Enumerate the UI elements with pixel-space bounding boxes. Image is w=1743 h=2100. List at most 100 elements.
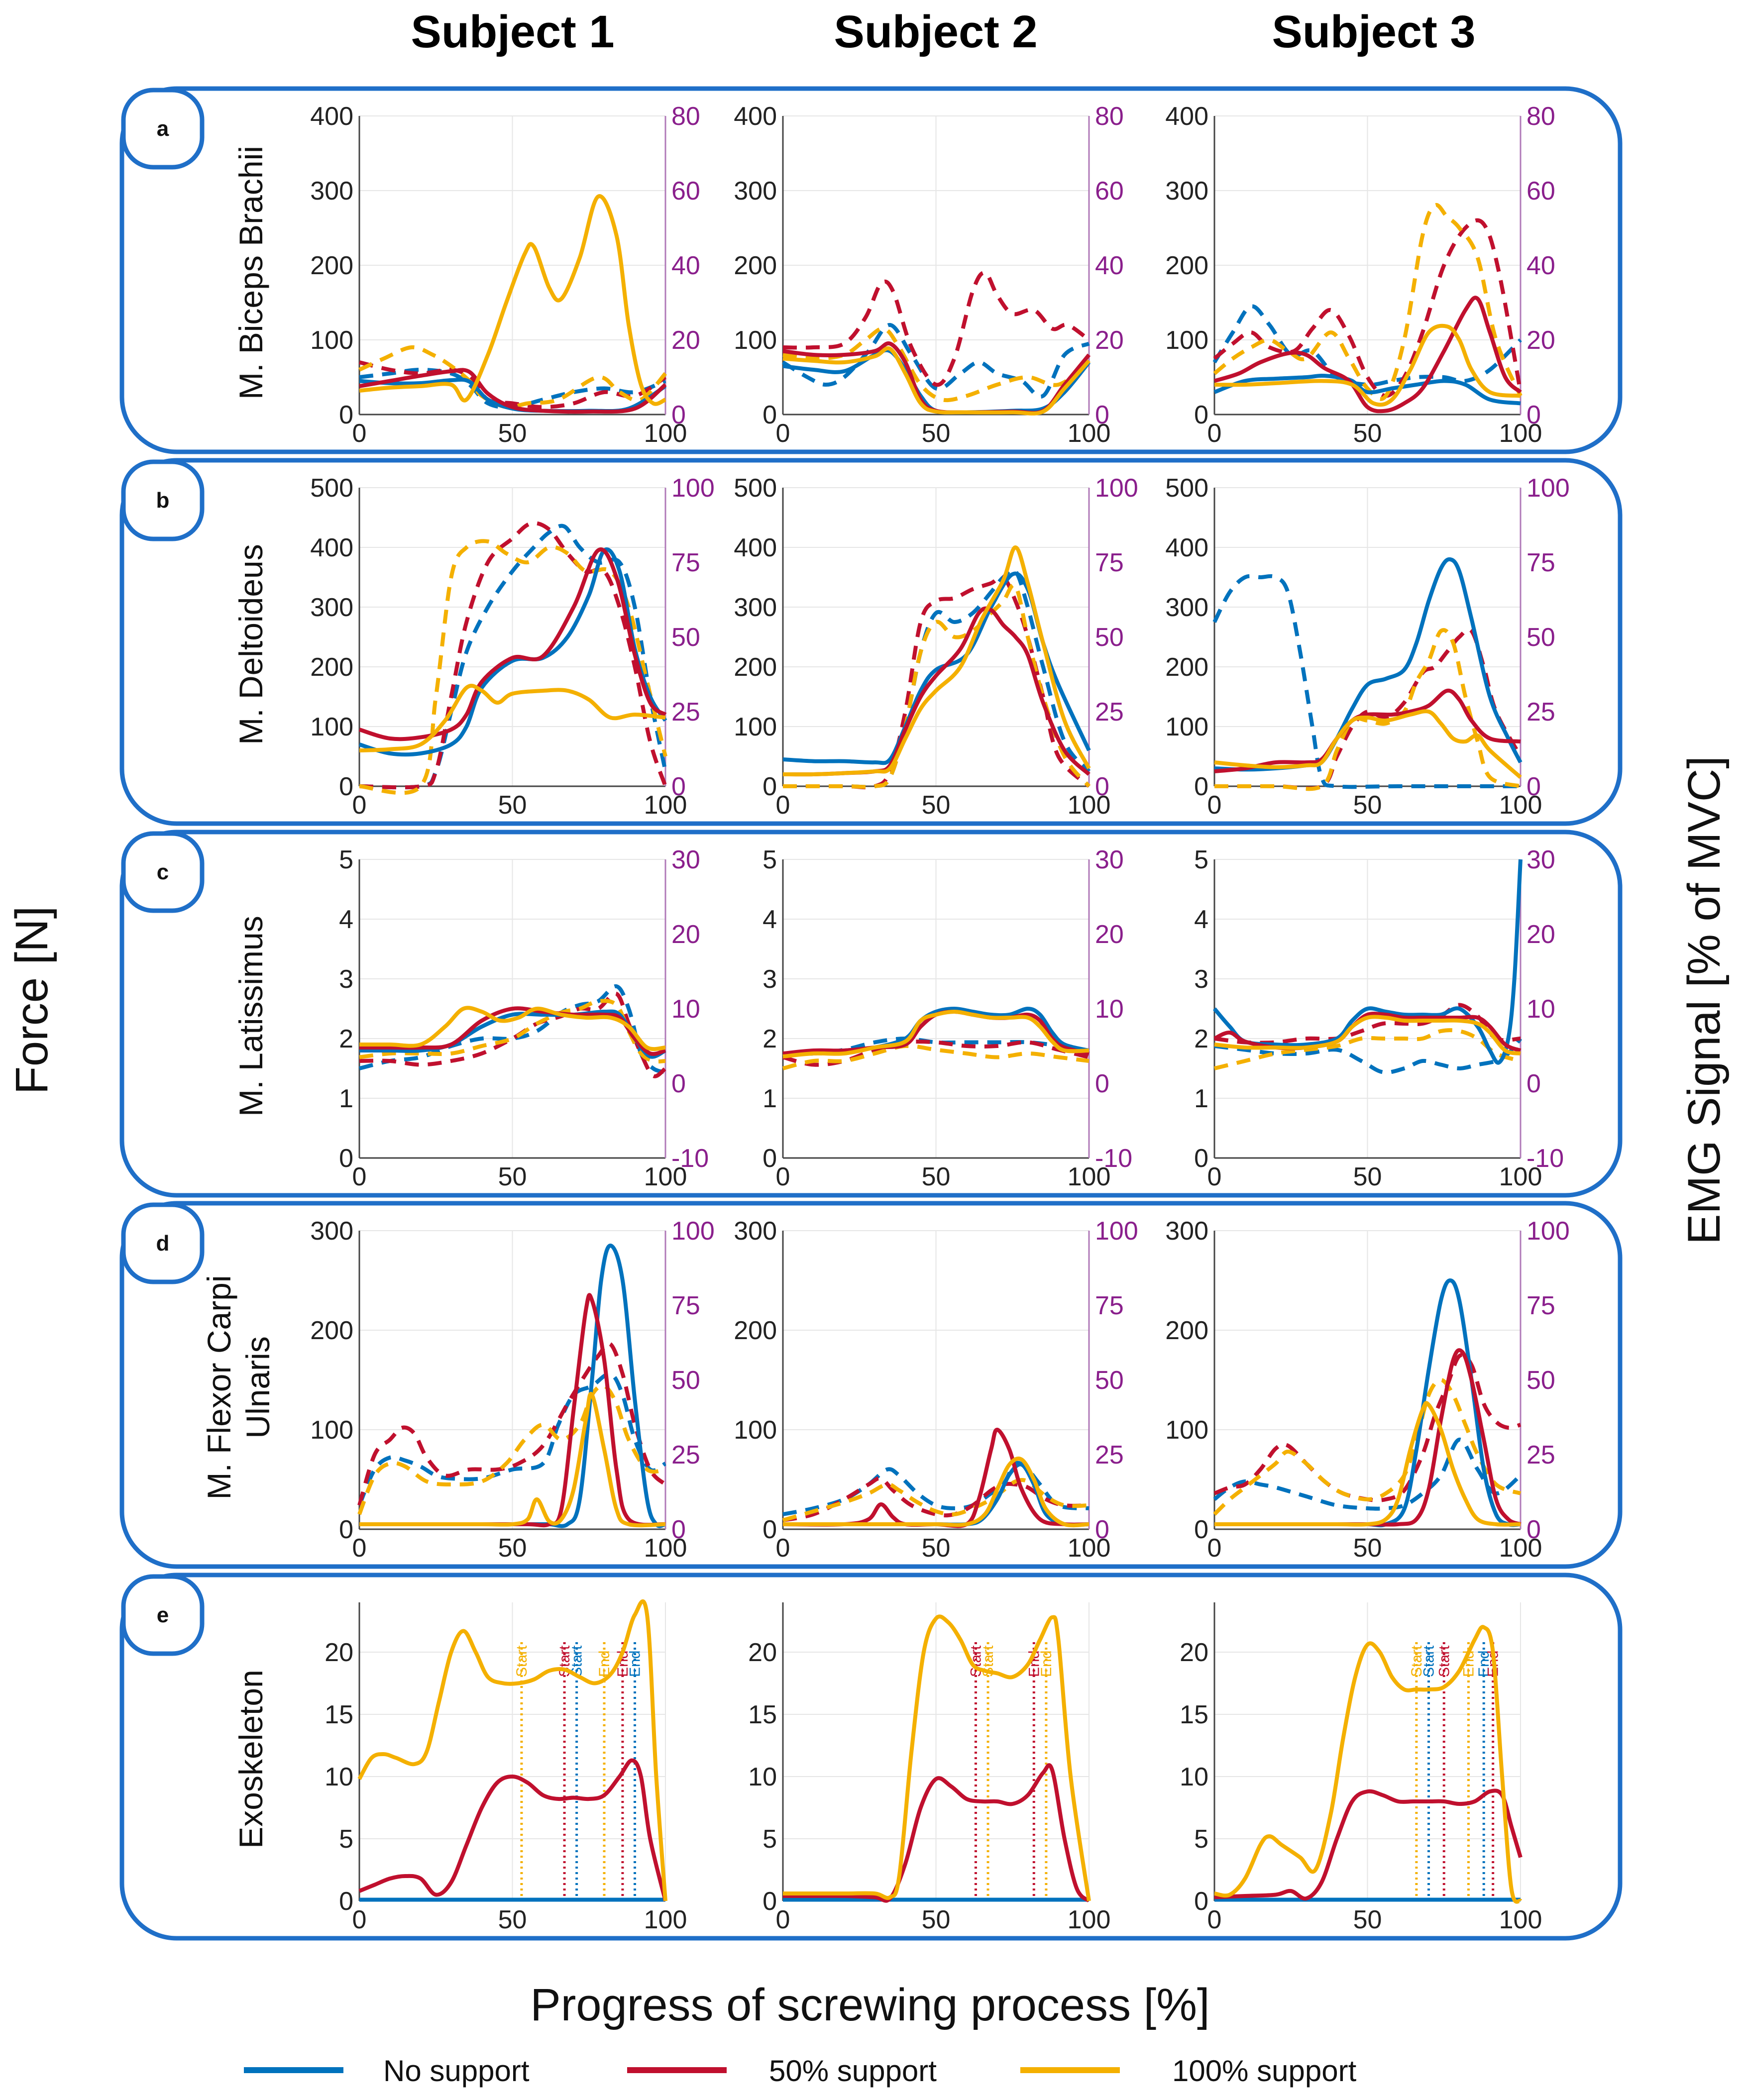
- x-tick-label: 100: [1499, 1162, 1542, 1191]
- y-tick-label: 100: [310, 1416, 353, 1445]
- y-tick-label: 5: [763, 1825, 777, 1854]
- y-tick-label: 200: [734, 1316, 777, 1345]
- x-tick-label: 0: [1207, 419, 1222, 448]
- y-tick-label: 100: [734, 713, 777, 741]
- y-right-tick-label: 0: [1095, 401, 1109, 429]
- panel-rows: aM. Biceps Brachii0100200300400020406080…: [119, 86, 1623, 1941]
- phase-marker-label: Start: [514, 1645, 530, 1677]
- x-tick-label: 50: [922, 1905, 951, 1934]
- y-right-tick-label: 0: [1526, 772, 1541, 801]
- y-tick-label: 3: [339, 965, 353, 994]
- y-tick-label: 0: [339, 772, 353, 801]
- x-tick-label: 0: [352, 1534, 367, 1563]
- y-tick-label: 5: [1194, 845, 1208, 874]
- row-frame: [119, 1201, 1623, 1569]
- force-series-3: [359, 194, 666, 406]
- x-tick-label: 100: [644, 1162, 687, 1191]
- emg-series-3: [782, 1044, 1089, 1070]
- y-right-tick-label: 50: [1095, 1366, 1124, 1395]
- y-tick-label: 0: [339, 1515, 353, 1544]
- x-tick-label: 50: [498, 1534, 527, 1563]
- x-tick-label: 0: [776, 419, 790, 448]
- y-tick-label: 0: [763, 1515, 777, 1544]
- y-tick-label: 200: [310, 251, 353, 280]
- y-tick-label: 20: [748, 1638, 777, 1667]
- y-tick-label: 20: [1180, 1638, 1208, 1667]
- y-tick-label: 300: [734, 1217, 777, 1246]
- row-label: M. Deltoideus: [232, 544, 269, 745]
- x-tick-label: 100: [644, 1905, 687, 1934]
- y-right-tick-label: 20: [1526, 920, 1555, 949]
- y-tick-label: 2: [339, 1025, 353, 1053]
- panel-c-1: 0 1 2 3 4 5 -10 0 10 20 30 0 50 100: [339, 845, 709, 1191]
- y-tick-label: 200: [1165, 1316, 1208, 1345]
- force-series-3: [359, 684, 666, 752]
- y-right-tick-label: 40: [671, 251, 700, 280]
- x-tick-label: 50: [922, 419, 951, 448]
- force-series-3: [1214, 709, 1522, 779]
- phase-marker-label: Start: [1436, 1645, 1452, 1677]
- y-right-tick-label: 20: [1526, 326, 1555, 355]
- force-series-2: [358, 1758, 667, 1901]
- y-tick-label: 0: [763, 1887, 777, 1916]
- y-right-tick-label: 0: [1095, 1069, 1109, 1098]
- x-tick-label: 50: [922, 1162, 951, 1191]
- y-tick-label: 500: [734, 474, 777, 503]
- x-tick-label: 100: [1068, 1905, 1111, 1934]
- emg-series-2: [1213, 1353, 1522, 1502]
- row-badge-letter: c: [157, 860, 169, 884]
- y-right-tick-label: 10: [1526, 995, 1555, 1024]
- y-tick-label: 0: [1194, 1515, 1208, 1544]
- y-right-label: EMG Signal [% of MVC]: [1679, 756, 1730, 1245]
- y-tick-label: 100: [310, 713, 353, 741]
- x-tick-label: 0: [352, 1162, 367, 1191]
- force-series-2: [1214, 688, 1521, 773]
- y-tick-label: 0: [339, 1144, 353, 1173]
- y-tick-label: 0: [1194, 1887, 1208, 1916]
- y-right-tick-label: 0: [1526, 1069, 1541, 1098]
- y-right-tick-label: 75: [671, 548, 700, 577]
- y-tick-label: 3: [1194, 965, 1208, 994]
- y-right-tick-label: 0: [671, 772, 686, 801]
- emg-series-1: [357, 1371, 667, 1506]
- y-right-tick-label: 30: [1526, 845, 1555, 874]
- x-tick-label: 0: [1207, 1534, 1222, 1563]
- y-tick-label: 400: [1165, 533, 1208, 562]
- y-tick-label: 0: [339, 401, 353, 429]
- emg-series-2: [357, 1342, 667, 1506]
- emg-series-2: [1213, 218, 1523, 398]
- y-tick-label: 15: [1180, 1700, 1208, 1729]
- y-tick-label: 10: [748, 1763, 777, 1791]
- emg-series-1: [782, 1461, 1089, 1516]
- x-tick-label: 100: [644, 1534, 687, 1563]
- y-tick-label: 200: [310, 653, 353, 682]
- y-right-tick-label: 100: [1526, 474, 1570, 503]
- row-badge: [121, 1574, 205, 1656]
- row-badge: [121, 1202, 205, 1284]
- y-tick-label: 300: [734, 593, 777, 622]
- y-right-tick-label: 20: [671, 920, 700, 949]
- row-b: bM. Deltoideus01002003004005000255075100…: [119, 458, 1623, 826]
- x-tick-label: 50: [1353, 1905, 1382, 1934]
- y-right-tick-label: -10: [671, 1144, 709, 1173]
- y-tick-label: 200: [734, 251, 777, 280]
- y-right-tick-label: 25: [1526, 698, 1555, 727]
- x-tick-label: 0: [776, 1905, 790, 1934]
- y-right-tick-label: 60: [1526, 177, 1555, 206]
- y-tick-label: 15: [325, 1700, 353, 1729]
- x-tick-label: 0: [352, 419, 367, 448]
- row-a: aM. Biceps Brachii0100200300400020406080…: [119, 86, 1623, 454]
- row-frame: [119, 830, 1623, 1198]
- row-label: Ulnaris: [239, 1336, 276, 1438]
- x-tick-label: 0: [1207, 1162, 1222, 1191]
- emg-series-1: [1212, 304, 1522, 387]
- y-right-tick-label: 20: [671, 326, 700, 355]
- x-tick-label: 100: [1499, 791, 1542, 820]
- y-tick-label: 4: [763, 905, 777, 934]
- force-series-2: [359, 1006, 666, 1056]
- force-series-3: [359, 1006, 666, 1051]
